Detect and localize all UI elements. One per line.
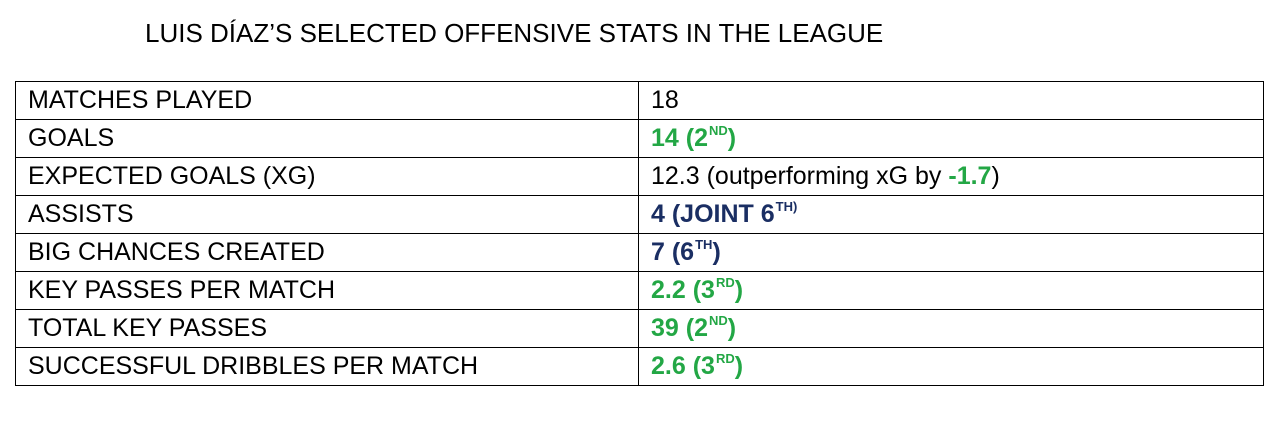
stat-value-assists: 4 (JOINT 6TH) [638,195,1264,234]
stat-value-text: 4 (JOINT 6 [651,200,775,228]
stat-value-text: 14 (2 [651,124,708,152]
stat-label-expected-goals: EXPECTED GOALS (XG) [15,157,639,196]
stats-table: MATCHES PLAYED 18 GOALS 14 (2ND) EXPECTE… [15,81,1264,386]
stat-label-assists: ASSISTS [15,195,639,234]
stat-value-goals: 14 (2ND) [638,119,1264,158]
table-row: ASSISTS 4 (JOINT 6TH) [15,195,1264,234]
stat-value-text: 2.6 (3 [651,352,715,380]
stat-value-big-chances-created: 7 (6TH) [638,233,1264,272]
table-row: BIG CHANCES CREATED 7 (6TH) [15,233,1264,272]
stat-value-text: 39 (2 [651,314,708,342]
closing-paren: ) [734,352,744,380]
rank-suffix: ND [708,123,728,138]
stat-label-total-key-passes: TOTAL KEY PASSES [15,309,639,348]
closing-paren: ) [727,314,737,342]
stat-label-matches-played: MATCHES PLAYED [15,81,639,120]
stat-label-big-chances-created: BIG CHANCES CREATED [15,233,639,272]
stat-label-key-passes-per-match: KEY PASSES PER MATCH [15,271,639,310]
table-row: SUCCESSFUL DRIBBLES PER MATCH 2.6 (3RD) [15,347,1264,386]
closing-paren: ) [991,162,1000,190]
closing-paren: ) [734,276,744,304]
table-row: TOTAL KEY PASSES 39 (2ND) [15,309,1264,348]
stat-value-key-passes-per-match: 2.2 (3RD) [638,271,1264,310]
rank-suffix: TH [695,237,713,252]
stat-value-expected-goals: 12.3 (outperforming xG by -1.7) [638,157,1264,196]
stat-label-successful-dribbles: SUCCESSFUL DRIBBLES PER MATCH [15,347,639,386]
stat-value-successful-dribbles: 2.6 (3RD) [638,347,1264,386]
stat-label-goals: GOALS [15,119,639,158]
closing-paren: ) [712,238,721,266]
stat-value-text: 12.3 (outperforming xG by [651,162,949,190]
stat-value-text: 7 (6 [651,238,695,266]
stat-value-text: 2.2 (3 [651,276,715,304]
table-row: GOALS 14 (2ND) [15,119,1264,158]
table-row: EXPECTED GOALS (XG) 12.3 (outperforming … [15,157,1264,196]
stat-value-total-key-passes: 39 (2ND) [638,309,1264,348]
table-row: KEY PASSES PER MATCH 2.2 (3RD) [15,271,1264,310]
closing-paren: ) [727,124,737,152]
page-title: LUIS DÍAZ’S SELECTED OFFENSIVE STATS IN … [145,18,884,48]
rank-suffix: ND [708,313,728,328]
rank-suffix: RD [715,351,735,366]
stat-value-text: 18 [651,86,679,114]
rank-suffix: TH) [775,199,798,214]
rank-suffix: RD [715,275,735,290]
xg-difference: -1.7 [948,162,992,190]
table-row: MATCHES PLAYED 18 [15,81,1264,120]
stat-value-matches-played: 18 [638,81,1264,120]
